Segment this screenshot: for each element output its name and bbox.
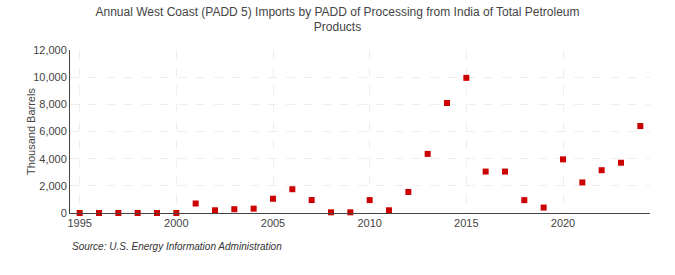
svg-text:2010: 2010 [357, 217, 381, 229]
svg-text:Source: U.S. Energy Informatio: Source: U.S. Energy Information Administ… [72, 241, 282, 252]
svg-text:Annual West Coast (PADD 5) Imp: Annual West Coast (PADD 5) Imports by PA… [96, 5, 580, 35]
svg-text:2000: 2000 [164, 217, 188, 229]
svg-text:2005: 2005 [261, 217, 285, 229]
svg-text:2015: 2015 [454, 217, 478, 229]
svg-text:4,000: 4,000 [39, 153, 67, 165]
svg-text:1995: 1995 [67, 217, 91, 229]
svg-text:Thousand Barrels: Thousand Barrels [25, 88, 37, 175]
svg-text:6,000: 6,000 [39, 125, 67, 137]
svg-text:2020: 2020 [551, 217, 575, 229]
svg-text:8,000: 8,000 [39, 98, 67, 110]
svg-text:12,000: 12,000 [33, 44, 67, 56]
svg-text:10,000: 10,000 [33, 71, 67, 83]
svg-text:0: 0 [61, 207, 67, 219]
svg-text:2,000: 2,000 [39, 180, 67, 192]
